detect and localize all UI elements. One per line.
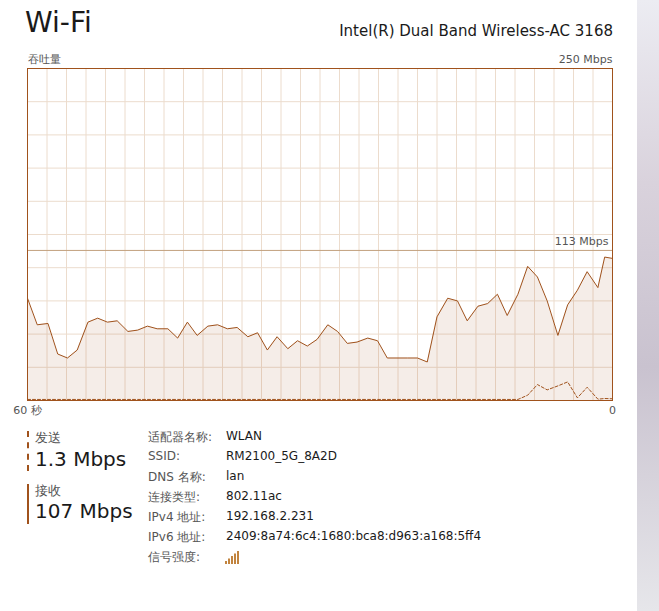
svg-text:0: 0 [609, 404, 616, 417]
html-text:Intel(R) Dual Band Wireless-AC: Intel(R) Dual Band Wireless-AC 3168 [339, 22, 613, 40]
svg-text:250 Mbps: 250 Mbps [559, 53, 613, 66]
svg-text:113 Mbps: 113 Mbps [555, 235, 609, 248]
html-text:信号强度:: 信号强度: [148, 550, 200, 564]
html-text:IPv6 地址:: IPv6 地址: [148, 530, 206, 544]
html-text:IPv4 地址:: IPv4 地址: [148, 510, 206, 524]
html-text:2409:8a74:6c4:1680:bca8:d963:a: 2409:8a74:6c4:1680:bca8:d963:a168:5ff4 [226, 529, 481, 543]
html-text:SSID:: SSID: [148, 449, 181, 463]
svg-text:60 秒: 60 秒 [13, 404, 42, 417]
html-text:接收: 接收 [35, 483, 61, 498]
html-text:802.11ac: 802.11ac [226, 489, 282, 503]
html-text:DNS 名称:: DNS 名称: [148, 470, 206, 484]
html-text:lan: lan [226, 469, 245, 483]
html-text:RM2100_5G_8A2D: RM2100_5G_8A2D [226, 449, 337, 463]
html-text:1.3 Mbps: 1.3 Mbps [35, 447, 127, 471]
html-text:适配器名称:: 适配器名称: [148, 430, 212, 444]
html-text:Wi-Fi: Wi-Fi [25, 6, 92, 39]
html-text:WLAN: WLAN [226, 429, 262, 443]
html-text:107 Mbps: 107 Mbps [35, 499, 133, 523]
svg-text:吞吐量: 吞吐量 [28, 53, 61, 66]
html-text:连接类型:: 连接类型: [148, 490, 200, 504]
html-text:192.168.2.231: 192.168.2.231 [226, 509, 314, 523]
html-text:发送: 发送 [35, 430, 61, 445]
